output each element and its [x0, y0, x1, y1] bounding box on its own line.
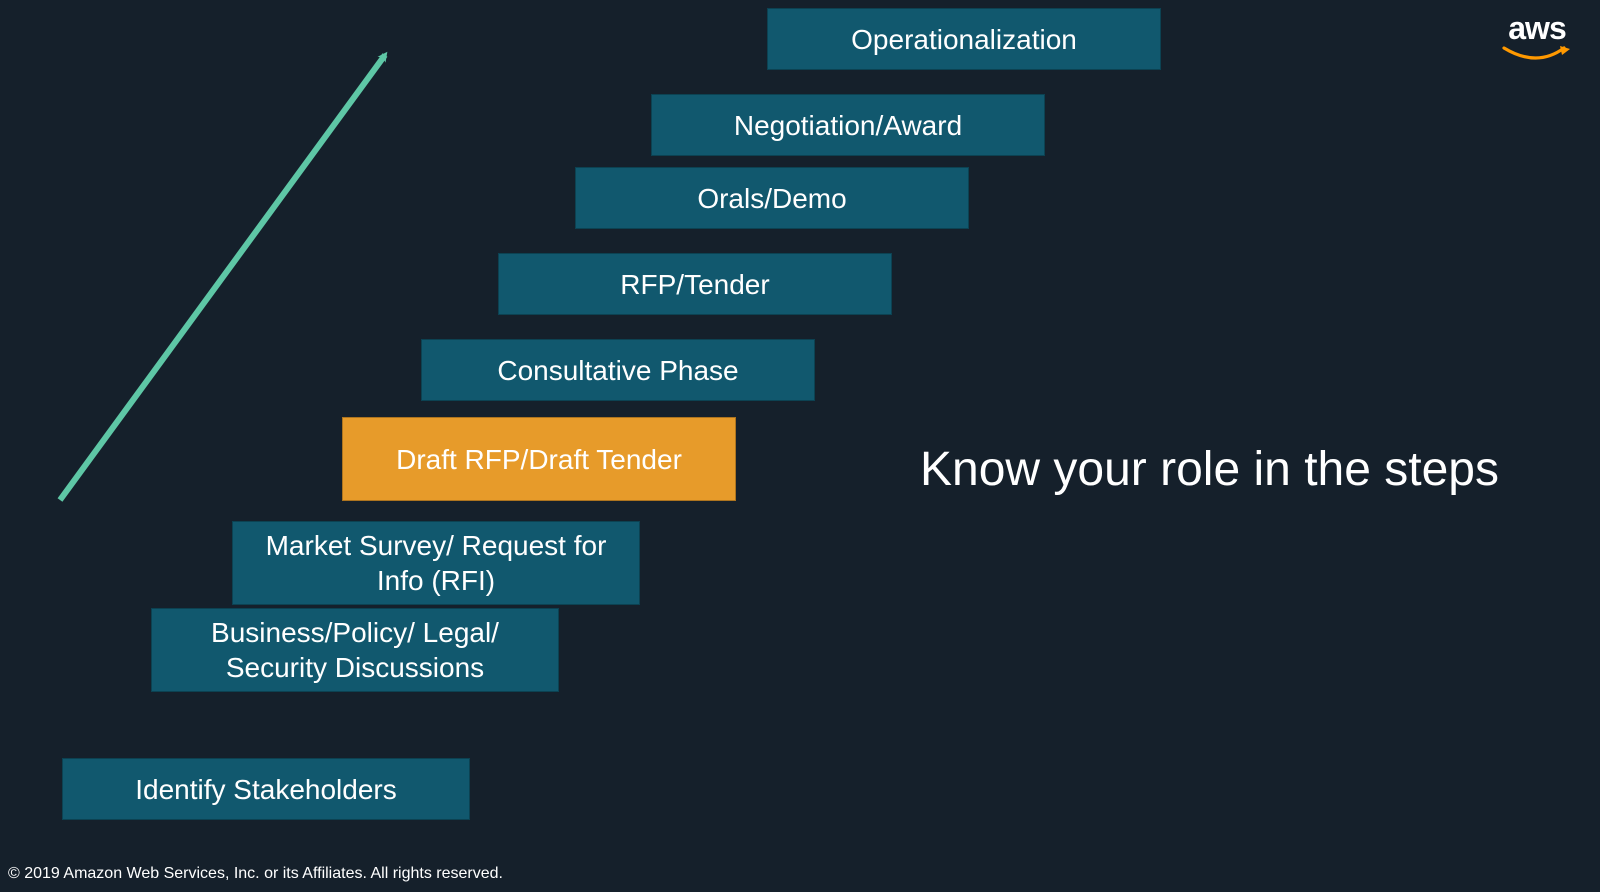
step-box-6: Orals/Demo: [575, 167, 969, 229]
aws-smile-icon: [1502, 44, 1572, 66]
step-box-0: Identify Stakeholders: [62, 758, 470, 820]
aws-logo-text: aws: [1502, 12, 1572, 44]
step-box-5: RFP/Tender: [498, 253, 892, 315]
aws-logo: aws: [1502, 12, 1572, 71]
step-box-1: Business/Policy/ Legal/ Security Discuss…: [151, 608, 559, 692]
step-box-7: Negotiation/Award: [651, 94, 1045, 156]
copyright-footer: © 2019 Amazon Web Services, Inc. or its …: [8, 865, 503, 883]
slide-heading: Know your role in the steps: [920, 440, 1520, 500]
step-box-2: Market Survey/ Request for Info (RFI): [232, 521, 640, 605]
step-box-8: Operationalization: [767, 8, 1161, 70]
step-box-3: Draft RFP/Draft Tender: [342, 417, 736, 501]
step-box-4: Consultative Phase: [421, 339, 815, 401]
